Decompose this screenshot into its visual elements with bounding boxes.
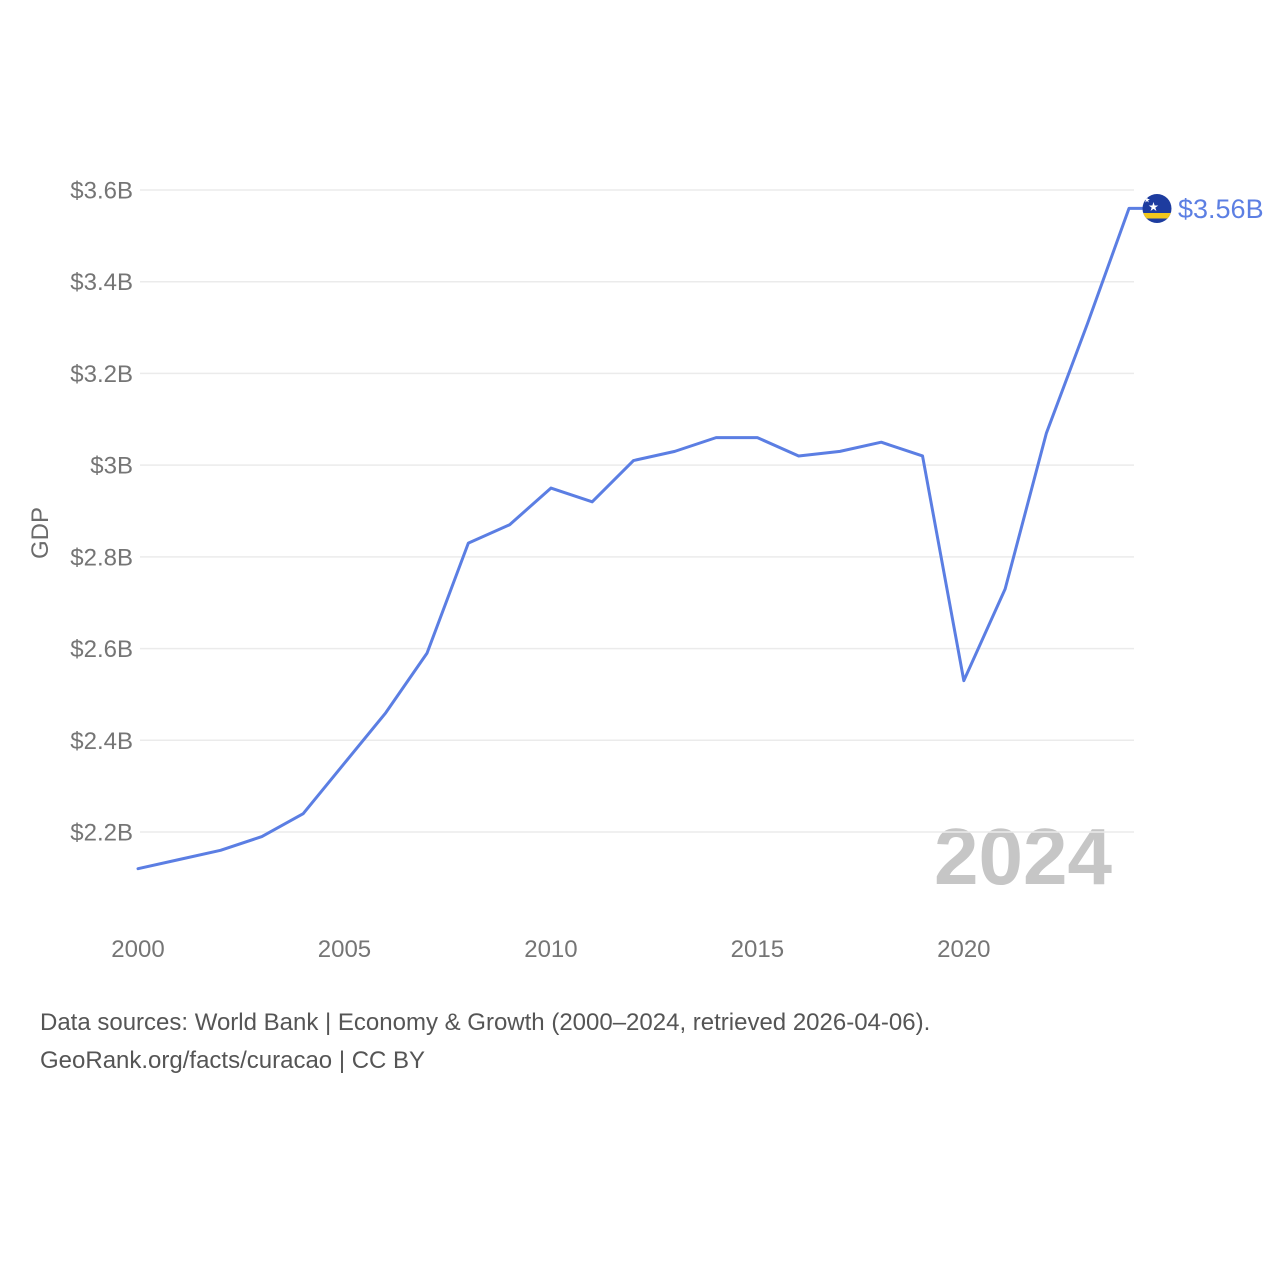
y-tick-label: $2.4B [70,728,133,755]
x-tick-label: 2000 [111,936,164,963]
x-tick-labels-group: 2000 2005 2010 2015 2020 [111,936,990,963]
y-tick-labels-group: $3.6B $3.4B $3.2B $3B $2.8B $2.6B $2.4B $2.2B [70,178,133,847]
flag-star-large [1148,202,1159,212]
data-source-line: Data sources: World Bank | Economy & Gro… [40,1009,931,1036]
data-source-attribution: Data sources: World Bank | Economy & Gro… [40,1004,930,1080]
end-value-label: $3.56B [1178,194,1264,224]
x-tick-label: 2005 [318,936,371,963]
y-tick-label: $2.2B [70,820,133,847]
x-tick-label: 2015 [731,936,784,963]
gdp-line-series [136,206,1145,871]
year-watermark: 2024 [934,812,1112,901]
y-tick-label: $2.6B [70,636,133,663]
y-tick-label: $3B [90,453,133,480]
y-tick-label: $2.8B [70,544,133,571]
x-tick-label: 2020 [937,936,990,963]
x-tick-label: 2010 [524,936,577,963]
y-axis-title: GDP [27,507,54,559]
flag-yellow-stripe [1142,213,1172,219]
flag-blue-field [1142,194,1172,223]
y-tick-label: $3.4B [70,269,133,296]
gridlines-group [140,189,1134,833]
y-tick-label: $3.2B [70,361,133,388]
curacao-flag-icon [1142,194,1172,223]
y-tick-label: $3.6B [70,178,133,205]
license-line: GeoRank.org/facts/curacao | CC BY [40,1047,426,1074]
flag-star-small [1144,196,1150,203]
